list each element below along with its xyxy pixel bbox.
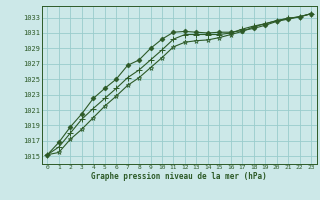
X-axis label: Graphe pression niveau de la mer (hPa): Graphe pression niveau de la mer (hPa) <box>91 172 267 181</box>
